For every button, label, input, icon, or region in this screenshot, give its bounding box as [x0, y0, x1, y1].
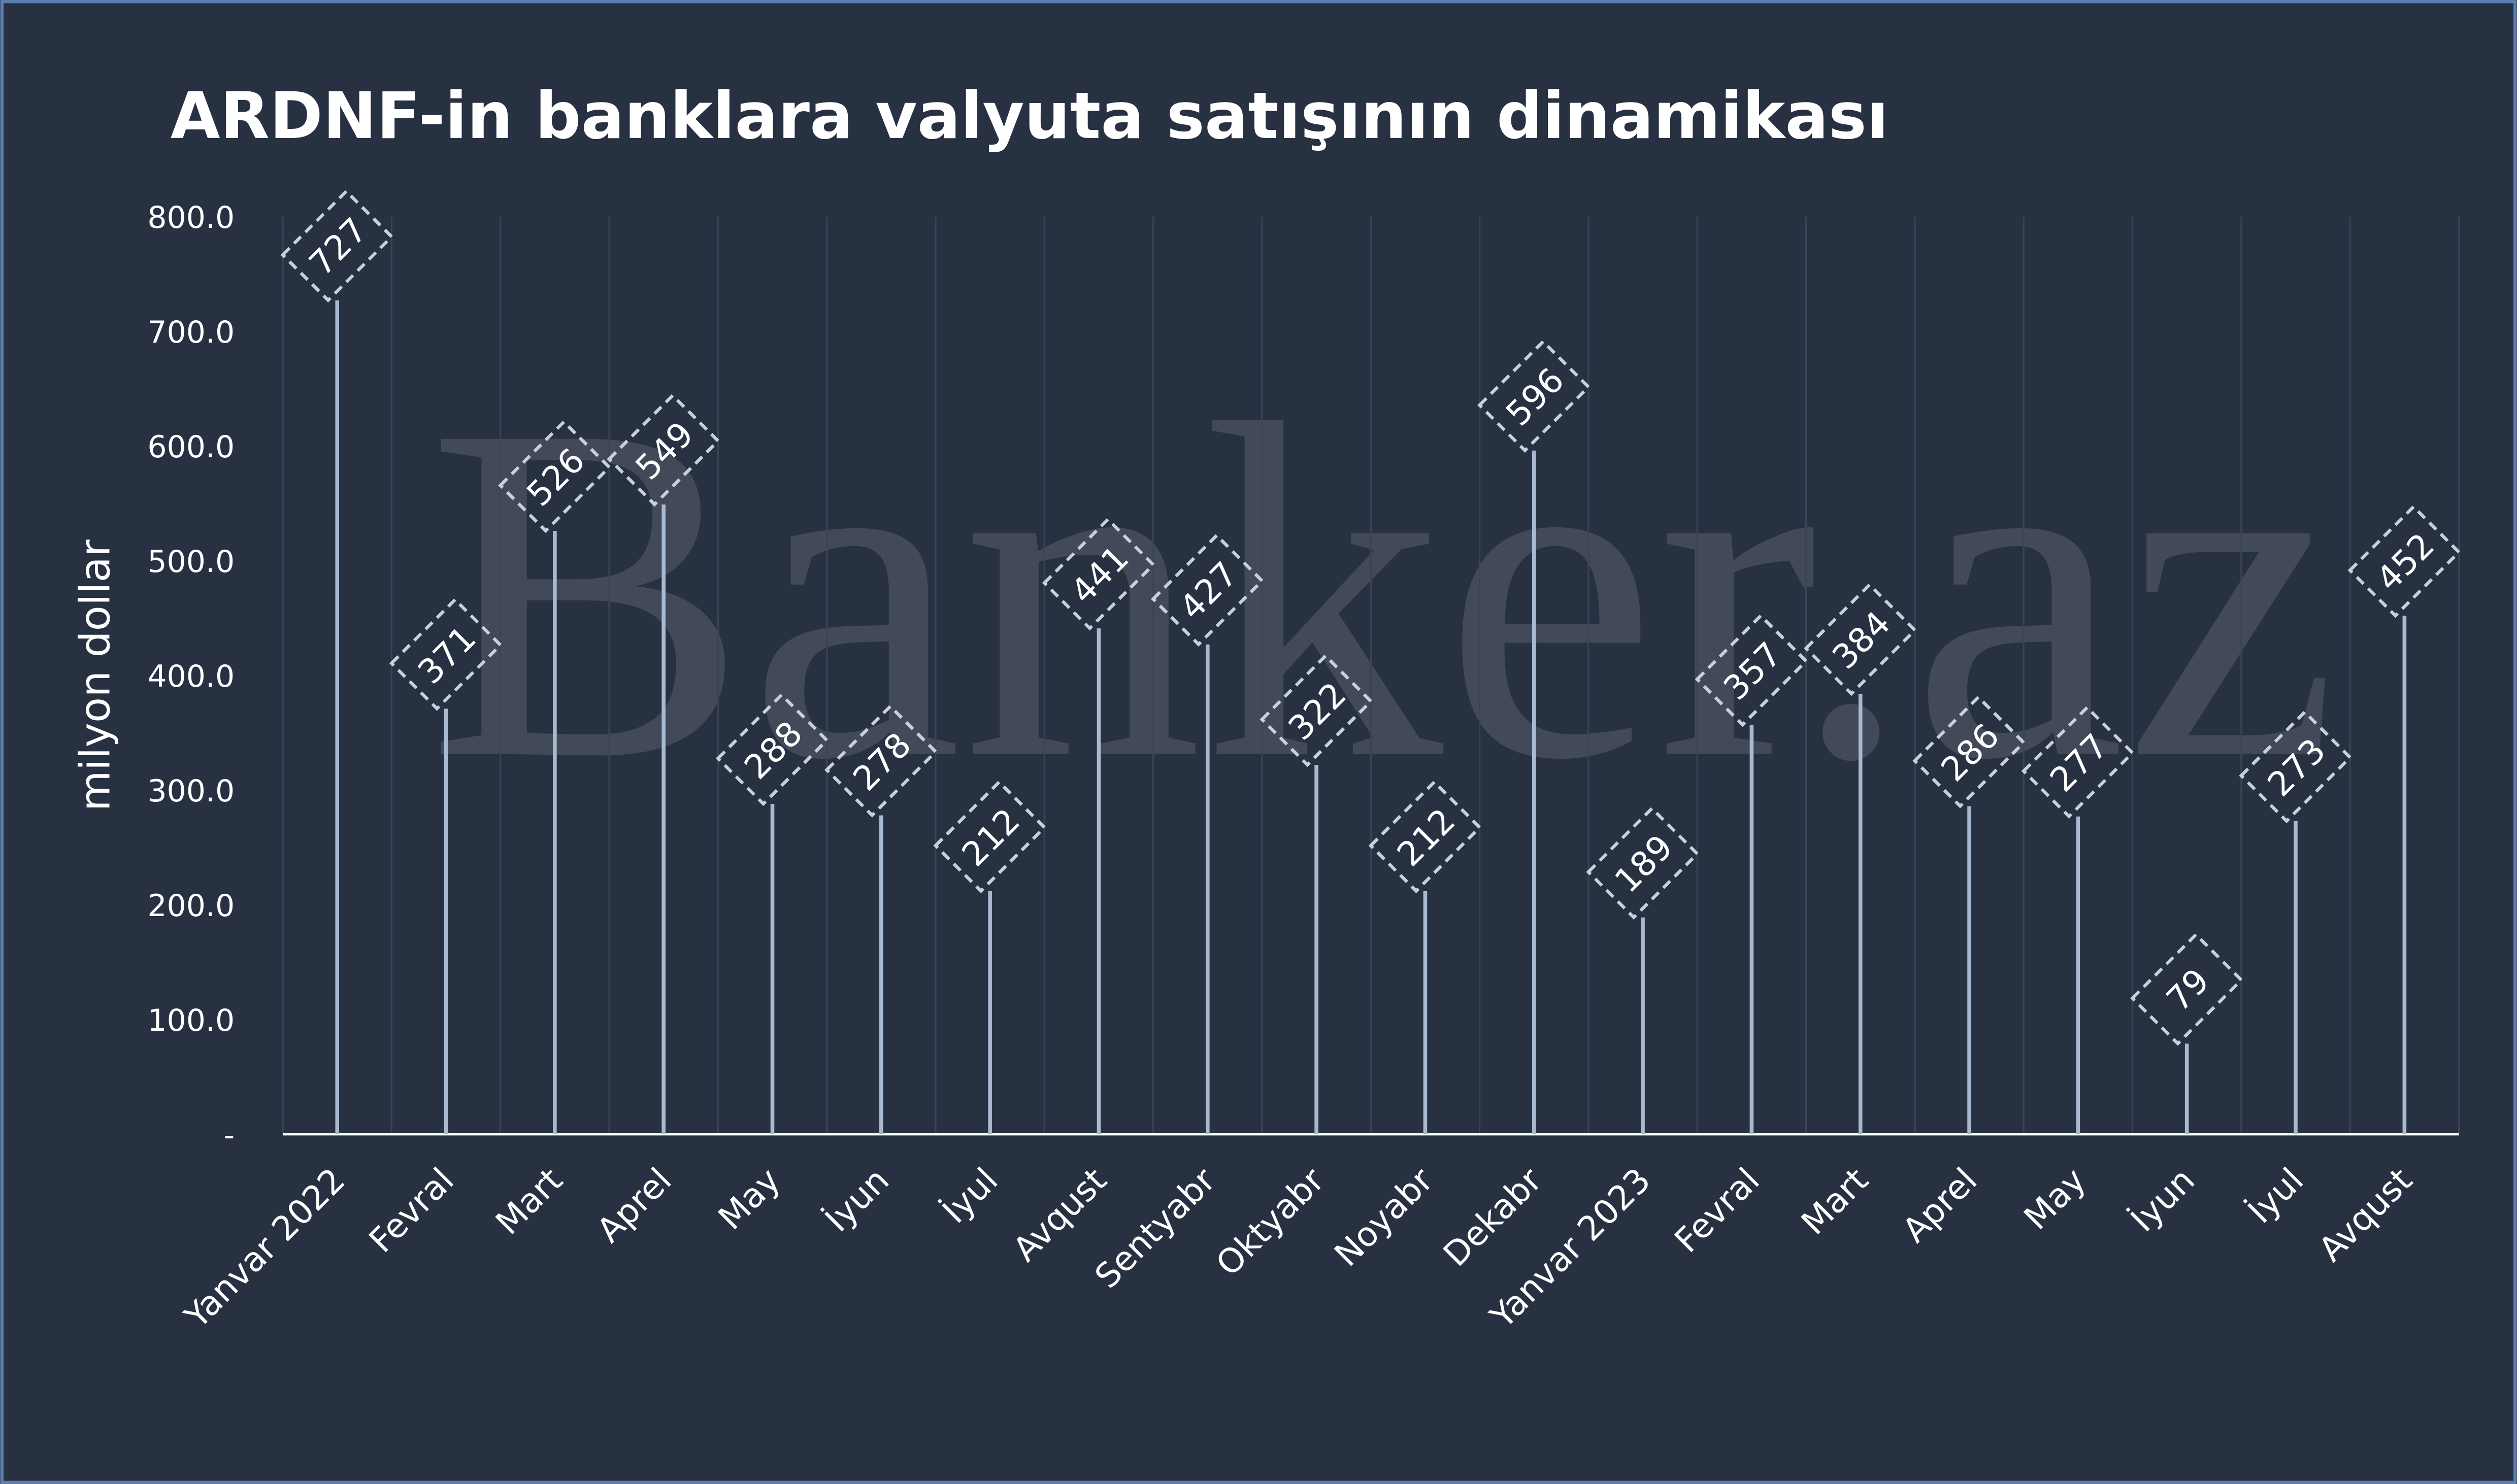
bar: [1314, 765, 1318, 1134]
y-tick-label: 200.0: [147, 888, 235, 924]
data-label-box: [2130, 932, 2244, 1046]
bar: [1206, 644, 1210, 1134]
y-tick-label: -: [224, 1118, 235, 1153]
bar: [1858, 693, 1863, 1134]
data-label-box: [1912, 695, 2026, 808]
y-tick-label: 500.0: [147, 544, 235, 580]
y-tick-label: 600.0: [147, 429, 235, 465]
y-tick-label: 700.0: [147, 315, 235, 350]
bar: [1967, 806, 1971, 1134]
data-label-box: [1803, 582, 1917, 696]
bar: [1641, 917, 1645, 1134]
bar: [1423, 891, 1428, 1134]
bar: [553, 531, 557, 1134]
bar: [1532, 450, 1536, 1134]
data-label-box: [1586, 806, 1700, 920]
bar: [879, 815, 883, 1134]
bar: [2184, 1043, 2189, 1134]
bar: [988, 891, 992, 1134]
watermark: Banker.az: [427, 326, 2338, 859]
bar: [1749, 725, 1754, 1134]
y-tick-label: 800.0: [147, 200, 235, 235]
bar: [444, 709, 448, 1134]
bar: [2076, 816, 2080, 1134]
bar: [770, 803, 775, 1134]
data-label-box: [1695, 613, 1809, 727]
y-axis-label: milyon dollar: [72, 539, 120, 811]
data-label-box: [2347, 504, 2462, 618]
chart-title: ARDNF-in banklara valyuta satışının dina…: [171, 79, 1889, 153]
bar: [2402, 616, 2407, 1134]
data-label-box: [280, 189, 394, 303]
bar: [1097, 628, 1101, 1134]
data-label-box: [2021, 705, 2135, 819]
y-tick-label: 300.0: [147, 773, 235, 809]
y-tick-label: 400.0: [147, 659, 235, 694]
y-tick-label: 100.0: [147, 1003, 235, 1038]
bar: [2294, 821, 2298, 1134]
data-label-box: [1042, 517, 1156, 631]
bar: [335, 300, 340, 1134]
bar: [661, 504, 666, 1134]
